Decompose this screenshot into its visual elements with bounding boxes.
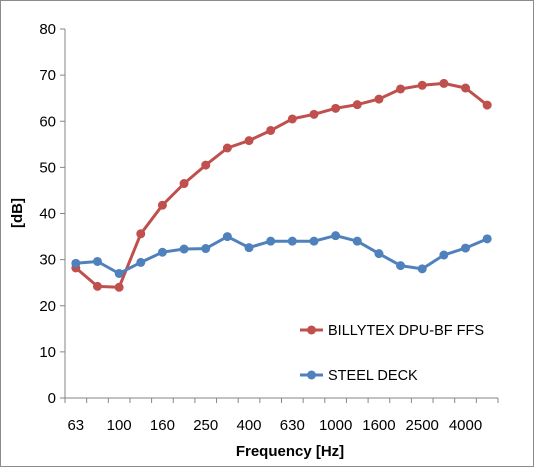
data-point: [201, 244, 211, 254]
data-point: [396, 261, 406, 271]
data-point: [244, 243, 254, 253]
data-point: [222, 143, 232, 153]
legend-marker-billytex: [307, 325, 316, 335]
x-axis-title: Frequency [Hz]: [236, 443, 344, 460]
data-point: [309, 109, 319, 119]
data-point: [352, 100, 362, 110]
x-axis-ticks: 63 100 160 250 400 630 1000 1600 2500 4000: [64, 398, 499, 434]
x-tick-label: 1600: [362, 417, 395, 434]
y-tick-label: 30: [39, 252, 56, 269]
data-point: [114, 282, 124, 292]
data-point: [374, 94, 384, 104]
y-tick-label: 70: [39, 67, 56, 84]
data-point: [287, 114, 297, 124]
data-point: [374, 249, 384, 259]
data-point: [439, 250, 449, 260]
data-point: [331, 103, 341, 113]
y-axis-title: [dB]: [9, 198, 26, 228]
data-point: [461, 83, 471, 93]
data-point: [287, 236, 297, 246]
data-point: [396, 84, 406, 94]
y-tick-label: 10: [39, 344, 56, 361]
legend-label-steel-deck: STEEL DECK: [328, 368, 418, 384]
data-point: [266, 236, 276, 246]
x-tick-label: 160: [150, 417, 175, 434]
legend-item-billytex: BILLYTEX DPU-BF FFS: [300, 323, 484, 339]
series-line: [74, 81, 489, 289]
y-tick-label: 80: [39, 21, 56, 38]
data-point: [352, 236, 362, 246]
x-tick-label: 250: [193, 417, 218, 434]
x-tick-label: 4000: [449, 417, 482, 434]
data-point: [157, 200, 167, 210]
x-tick-label: 1000: [319, 417, 352, 434]
legend-label-billytex: BILLYTEX DPU-BF FFS: [328, 323, 484, 339]
data-point: [114, 268, 124, 278]
data-point: [201, 160, 211, 170]
x-tick-label: 100: [107, 417, 132, 434]
data-point: [222, 232, 232, 242]
data-point: [266, 125, 276, 135]
y-tick-label: 0: [48, 390, 56, 407]
y-tick-label: 60: [39, 113, 56, 130]
data-point: [136, 229, 146, 239]
y-axis-ticks: 0 10 20 30 40 50 60 70 80: [39, 21, 65, 407]
series-1: [71, 231, 492, 278]
data-point: [482, 234, 492, 244]
x-tick-label: 630: [280, 417, 305, 434]
y-tick-label: 20: [39, 298, 56, 315]
series-0: [71, 78, 492, 292]
legend-item-steel-deck: STEEL DECK: [300, 368, 418, 384]
data-point: [92, 256, 102, 266]
data-point: [92, 281, 102, 291]
series-layer: [71, 78, 492, 292]
y-tick-label: 50: [39, 159, 56, 176]
data-point: [157, 247, 167, 257]
legend-marker-steel-deck: [307, 370, 316, 380]
y-tick-label: 40: [39, 206, 56, 223]
data-point: [244, 136, 254, 146]
x-tick-label: 2500: [406, 417, 439, 434]
data-point: [179, 179, 189, 189]
data-point: [461, 243, 471, 253]
x-tick-label: 63: [67, 417, 84, 434]
data-point: [331, 231, 341, 241]
data-point: [309, 236, 319, 246]
chart-legend: BILLYTEX DPU-BF FFS STEEL DECK: [300, 323, 484, 384]
data-point: [136, 257, 146, 267]
data-point: [179, 244, 189, 254]
data-point: [482, 100, 492, 110]
x-tick-label: 400: [237, 417, 262, 434]
data-point: [439, 78, 449, 88]
data-point: [417, 80, 427, 90]
data-point: [71, 258, 81, 268]
data-point: [417, 264, 427, 274]
